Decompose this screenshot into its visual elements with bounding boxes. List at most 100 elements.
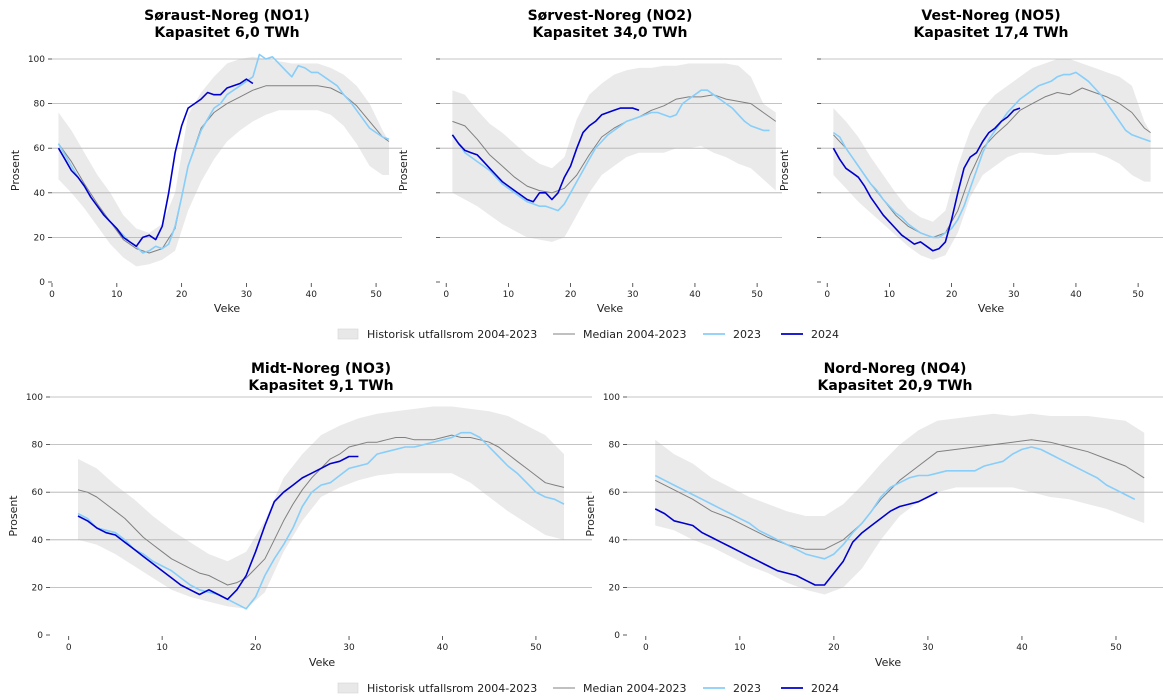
chart-subtitle: Kapasitet 34,0 TWh [532,25,687,41]
y-tick-label: 20 [609,583,621,593]
x-tick-label: 0 [66,643,72,653]
y-tick-label: 20 [34,233,46,243]
y-tick-label: 60 [32,488,44,498]
series-2023-line [77,431,565,610]
series-2023-line [654,446,1136,560]
x-tick-label: 50 [1132,290,1144,300]
y-axis-label: Prosent [778,149,791,191]
y-tick-label: 100 [603,393,620,403]
x-tick-label: 20 [828,643,840,653]
x-tick-label: 20 [176,290,188,300]
y-tick-label: 0 [39,278,45,288]
x-tick-label: 10 [884,290,896,300]
legend-swatch-band [337,682,359,694]
legend-label-2023: 2023 [733,682,761,695]
x-tick-label: 10 [156,643,168,653]
y-tick-label: 60 [609,488,621,498]
x-tick-label: 30 [922,643,934,653]
legend-label-2023: 2023 [733,328,761,341]
y-tick-label: 40 [32,536,44,546]
chart-panel: Vest-Noreg (NO5)Kapasitet 17,4 TWh 0 10 20 3… [778,8,1163,315]
chart-title: Nord-Noreg (NO4) [824,361,967,377]
historical-range-band [58,56,389,267]
x-tick-label: 50 [530,643,542,653]
historical-range-band [655,413,1145,595]
x-tick-label: 20 [250,643,262,653]
y-tick-label: 0 [614,631,620,641]
chart-subtitle: Kapasitet 6,0 TWh [154,25,299,41]
x-tick-label: 50 [370,290,382,300]
legend-swatch-band [337,328,359,340]
y-tick-label: 80 [609,441,621,451]
historical-range-band [833,59,1151,260]
x-tick-label: 50 [751,290,763,300]
y-tick-label: 80 [32,441,44,451]
legend-label-2024: 2024 [811,682,839,695]
y-tick-label: 100 [28,55,45,65]
y-tick-label: 40 [609,536,621,546]
historical-range-band [452,63,776,242]
x-tick-label: 10 [734,643,746,653]
series-2024-line [77,455,359,601]
y-tick-label: 80 [34,100,46,110]
chart-panel: Søraust-Noreg (NO1)Kapasitet 6,0 TWh 0 20 4… [9,8,402,315]
x-tick-label: 40 [1016,643,1028,653]
chart-panels: Søraust-Noreg (NO1)Kapasitet 6,0 TWh 0 20 4… [7,8,1163,669]
x-tick-label: 0 [443,290,449,300]
y-tick-label: 100 [26,393,43,403]
y-axis-label: Prosent [7,495,20,537]
median-line [654,439,1145,550]
median-line [452,94,777,194]
x-tick-label: 0 [824,290,830,300]
series-2024-line [451,107,640,203]
x-axis-label: Veke [597,302,623,315]
legend-top: Historisk utfallsrom 2004-2023 Median 20… [337,328,839,341]
x-tick-label: 30 [627,290,639,300]
x-axis-label: Veke [875,656,901,669]
x-tick-label: 20 [565,290,577,300]
y-tick-label: 60 [34,144,46,154]
x-tick-label: 10 [503,290,515,300]
x-tick-label: 10 [111,290,123,300]
legend-bottom: Historisk utfallsrom 2004-2023 Median 20… [337,682,839,695]
x-tick-label: 0 [643,643,649,653]
median-line [58,85,390,254]
x-tick-label: 40 [437,643,449,653]
chart-panel: Sørvest-Noreg (NO2)Kapasitet 34,0 TWh 0 10… [397,8,782,315]
y-tick-label: 0 [37,631,43,641]
x-tick-label: 50 [1110,643,1122,653]
chart-panel: Midt-Noreg (NO3)Kapasitet 9,1 TWh 0 20 40 60… [7,361,592,669]
y-axis-label: Prosent [397,149,410,191]
y-tick-label: 40 [34,189,46,199]
legend-label-band: Historisk utfallsrom 2004-2023 [367,682,537,695]
chart-subtitle: Kapasitet 17,4 TWh [913,25,1068,41]
x-tick-label: 0 [49,290,55,300]
x-tick-label: 20 [946,290,958,300]
chart-title: Vest-Noreg (NO5) [921,8,1060,24]
x-tick-label: 30 [343,643,355,653]
legend-label-2024: 2024 [811,328,839,341]
chart-subtitle: Kapasitet 9,1 TWh [248,378,393,394]
chart-title: Midt-Noreg (NO3) [251,361,391,377]
x-tick-label: 30 [241,290,253,300]
series-2024-line [832,107,1021,252]
legend-label-band: Historisk utfallsrom 2004-2023 [367,328,537,341]
y-axis-label: Prosent [9,149,22,191]
x-tick-label: 40 [1070,290,1082,300]
series-2023-line [832,71,1151,239]
series-2024-line [57,78,254,248]
historical-range-band [78,406,564,609]
x-tick-label: 40 [306,290,318,300]
chart-panel: Nord-Noreg (NO4)Kapasitet 20,9 TWh 0 20 40 6… [584,361,1163,669]
legend-label-median: Median 2004-2023 [583,328,686,341]
legend-label-median: Median 2004-2023 [583,682,686,695]
y-axis-label: Prosent [584,495,597,537]
y-tick-label: 20 [32,583,44,593]
series-2023-line [451,89,770,212]
x-tick-label: 30 [1008,290,1020,300]
series-2024-line [654,491,938,586]
x-axis-label: Veke [309,656,335,669]
chart-subtitle: Kapasitet 20,9 TWh [817,378,972,394]
x-tick-label: 40 [689,290,701,300]
